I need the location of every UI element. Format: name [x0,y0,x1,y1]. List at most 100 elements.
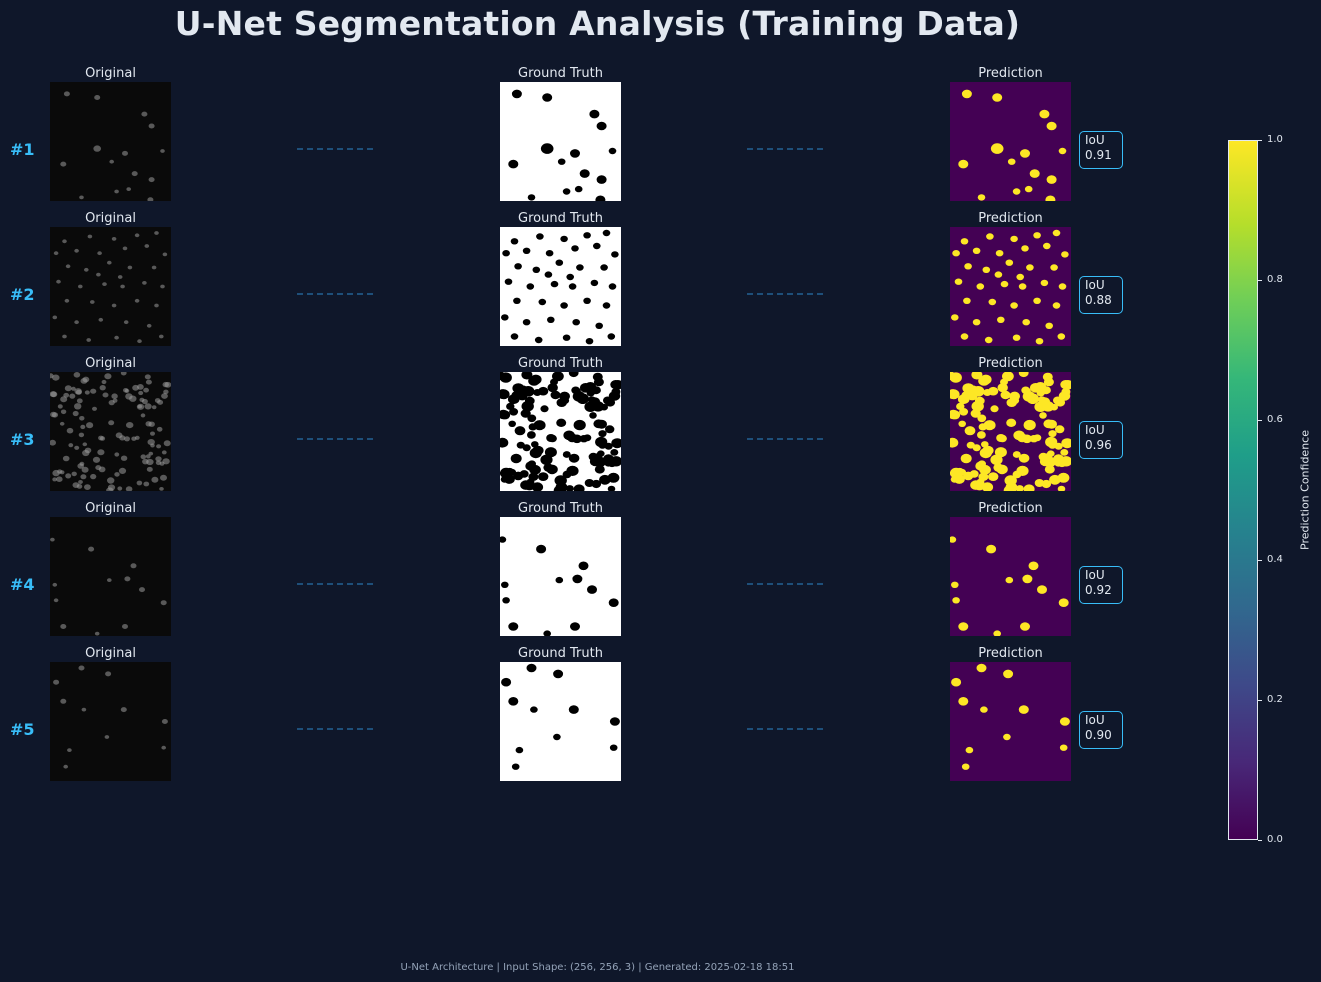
nucleus-blob [126,187,131,191]
nucleus-blob [510,333,519,340]
nucleus-blob [160,474,167,481]
prediction-image [950,372,1071,491]
nucleus-blob [64,385,72,392]
nucleus-blob [52,477,57,482]
nucleus-blob [527,414,537,423]
nucleus-blob [56,476,63,482]
nucleus-blob [538,298,547,306]
nucleus-blob [1046,175,1057,184]
nucleus-blob [117,486,123,491]
nucleus-blob [81,466,89,473]
nucleus-blob [950,536,957,543]
nucleus-blob [951,677,962,687]
nucleus-blob [118,467,127,474]
nucleus-blob [107,260,112,265]
nucleus-blob [1037,585,1047,594]
nucleus-blob [609,717,620,726]
nucleus-blob [86,338,91,342]
nucleus-blob [140,454,147,460]
nucleus-blob [1040,279,1049,287]
original-image [50,82,171,201]
nucleus-blob [80,424,86,430]
nucleus-blob [1055,398,1066,407]
nucleus-blob [1046,419,1057,429]
nucleus-blob [74,445,80,450]
nucleus-blob [573,419,586,431]
nucleus-blob [131,171,138,177]
nucleus-blob [514,263,522,270]
original-title: Original [85,66,136,81]
nucleus-blob [50,537,55,542]
nucleus-blob [63,764,68,769]
nucleus-blob [1003,733,1011,741]
prediction-image [950,227,1071,346]
nucleus-blob [148,123,155,129]
nucleus-blob [538,472,549,481]
nucleus-blob [90,473,97,480]
nucleus-blob [1046,121,1057,131]
nucleus-blob [547,316,555,323]
nucleus-blob [596,121,607,131]
nucleus-blob [994,271,1003,278]
nucleus-blob [540,405,549,413]
nucleus-blob [1021,245,1029,252]
nucleus-blob [148,421,155,427]
nucleus-blob [611,388,621,396]
nucleus-blob [988,298,997,306]
ground-truth-title: Ground Truth [518,501,603,516]
nucleus-blob [146,458,154,466]
connector-line [747,583,823,585]
nucleus-blob [107,484,116,491]
nucleus-blob [160,149,165,153]
nucleus-blob [990,454,1003,465]
nucleus-blob [969,470,979,478]
nucleus-blob [510,238,519,245]
nucleus-blob [603,454,614,464]
nucleus-blob [1009,391,1020,401]
colorbar-tick-mark [1258,280,1262,281]
nucleus-blob [73,372,81,378]
nucleus-blob [602,229,611,237]
nucleus-blob [578,561,589,571]
nucleus-blob [955,467,965,476]
nucleus-blob [543,463,554,472]
nucleus-blob [63,91,70,97]
nucleus-blob [1016,273,1024,281]
nucleus-blob [530,374,542,385]
nucleus-blob [538,386,549,396]
nucleus-blob [993,630,1001,636]
nucleus-blob [527,194,536,201]
nucleus-blob [950,437,959,448]
nucleus-blob [1039,109,1050,119]
nucleus-blob [109,159,114,164]
nucleus-blob [114,472,120,477]
nucleus-blob [595,195,606,201]
nucleus-blob [53,679,60,685]
nucleus-blob [157,399,164,405]
nucleus-blob [50,411,57,418]
nucleus-blob [141,111,148,117]
nucleus-blob [161,745,166,750]
nucleus-blob [1015,485,1024,491]
nucleus-blob [76,398,83,404]
sample-row: #2 Original Ground Truth Prediction IoU 0.88 [0,211,1200,356]
nucleus-blob [570,149,580,158]
nucleus-blob [958,420,966,427]
nucleus-blob [1055,425,1065,434]
nucleus-blob [510,453,522,464]
nucleus-blob [129,395,137,402]
nucleus-blob [159,334,164,339]
nucleus-blob [60,409,67,415]
nucleus-blob [1059,744,1068,751]
nucleus-blob [611,251,619,258]
iou-label: IoU [1085,713,1105,727]
nucleus-blob [94,95,101,100]
nucleus-blob [590,279,599,287]
nucleus-blob [1045,195,1056,201]
nucleus-blob [583,232,591,239]
nucleus-blob [1039,412,1047,419]
nucleus-blob [1005,576,1014,584]
nucleus-blob [160,600,167,606]
nucleus-blob [93,145,101,152]
nucleus-blob [77,463,84,469]
